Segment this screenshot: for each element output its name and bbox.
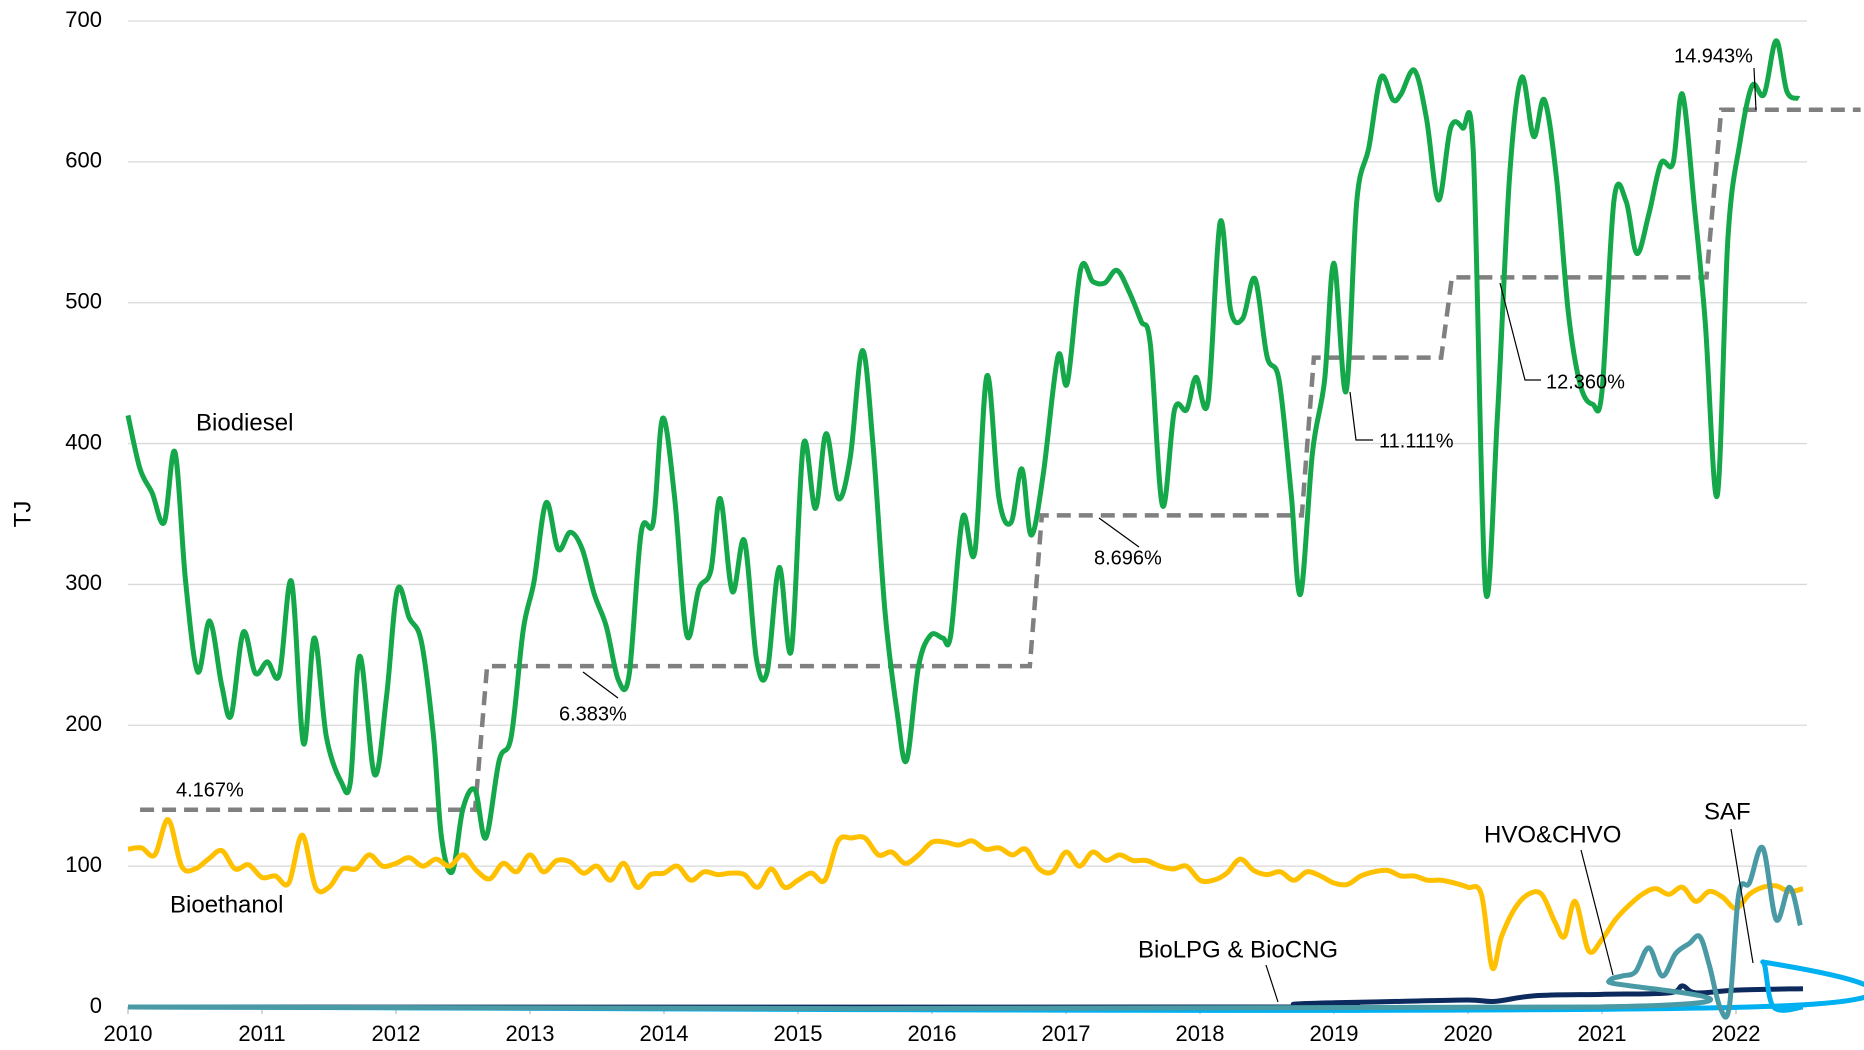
series-line [127, 983, 1804, 1010]
series-label: SAF [1704, 798, 1751, 825]
x-tick-label: 2019 [1310, 1021, 1359, 1046]
y-tick-label: 100 [65, 852, 102, 877]
annotation: 12.360% [1546, 371, 1625, 393]
y-tick-label: 400 [65, 429, 102, 454]
x-tick-label: 2018 [1176, 1021, 1225, 1046]
x-tick-label: 2022 [1712, 1021, 1761, 1046]
leader-line [1265, 964, 1279, 1003]
leader-line [1349, 391, 1373, 441]
series-label: HVO&CHVO [1484, 821, 1621, 848]
leader-line [1580, 849, 1614, 976]
leader-line [1098, 517, 1140, 548]
x-tick-label: 2011 [238, 1021, 285, 1046]
mandate-line [140, 107, 1861, 813]
x-tick-label: 2021 [1578, 1021, 1627, 1046]
y-tick-label: 700 [65, 7, 102, 32]
x-tick-label: 2020 [1444, 1021, 1493, 1046]
series-label: Biodiesel [196, 409, 293, 436]
series-line [127, 959, 1864, 1013]
series-line [127, 817, 1804, 972]
x-tick-label: 2015 [774, 1021, 823, 1046]
y-tick-label: 0 [90, 993, 102, 1018]
series-line [127, 844, 1803, 1020]
y-tick-label: 500 [65, 289, 102, 314]
x-tick-label: 2017 [1042, 1021, 1091, 1046]
x-tick-label: 2014 [640, 1021, 689, 1046]
y-tick-label: 600 [65, 148, 102, 173]
leader-line [1499, 282, 1541, 381]
leader-line [1753, 67, 1757, 111]
y-tick-label: 300 [65, 570, 102, 595]
series-line [125, 38, 1801, 876]
annotation: 4.167% [176, 779, 244, 801]
y-axis-label: TJ [9, 501, 36, 528]
x-tick-label: 2013 [506, 1021, 555, 1046]
x-tick-label: 2012 [372, 1021, 421, 1046]
leader-line [582, 671, 619, 699]
series-label: Bioethanol [170, 891, 283, 918]
series-label: BioLPG & BioCNG [1138, 936, 1338, 963]
annotation: 11.111% [1379, 430, 1454, 452]
annotation: 8.696% [1094, 547, 1162, 569]
annotation: 14.943% [1674, 45, 1753, 67]
y-tick-label: 200 [65, 711, 102, 736]
x-tick-label: 2010 [104, 1021, 153, 1046]
leader-line [1730, 828, 1754, 964]
annotation: 6.383% [559, 703, 627, 725]
x-tick-label: 2016 [908, 1021, 957, 1046]
